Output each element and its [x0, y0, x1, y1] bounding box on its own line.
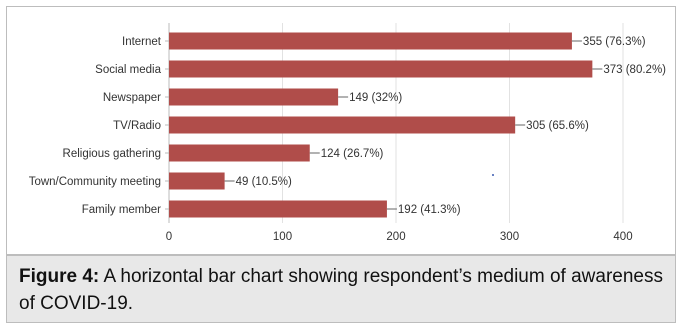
category-label: Family member	[82, 204, 161, 216]
bar	[169, 60, 593, 78]
value-label: 149 (32%)	[349, 92, 402, 104]
category-label: Newspaper	[103, 92, 161, 104]
caption-label: Figure 4:	[19, 266, 100, 287]
bar	[169, 32, 572, 50]
category-label: Internet	[122, 36, 162, 48]
value-label: 49 (10.5%)	[236, 176, 292, 188]
category-label: Social media	[95, 64, 161, 76]
x-tick-label: 0	[166, 231, 172, 243]
chart-panel: 0 100 200 300 400 Internet 355 (76.3%) Social m…	[6, 6, 676, 255]
value-label: 373 (80.2%)	[603, 64, 666, 76]
value-label: 192 (41.3%)	[398, 204, 461, 216]
value-label: 305 (65.6%)	[526, 120, 589, 132]
x-tick-label: 400	[613, 231, 632, 243]
caption-text: A horizontal bar chart showing responden…	[19, 266, 663, 314]
bar	[169, 116, 516, 134]
x-tick-label: 300	[500, 231, 519, 243]
bar-chart: 0 100 200 300 400 Internet 355 (76.3%) Social m…	[29, 23, 666, 243]
bar	[169, 200, 387, 218]
bar	[169, 172, 225, 190]
value-label: 355 (76.3%)	[583, 36, 646, 48]
x-tick-label: 100	[273, 231, 292, 243]
category-label: TV/Radio	[113, 120, 161, 132]
stray-dot	[492, 174, 494, 176]
x-tick-label: 200	[386, 231, 405, 243]
figure-caption: Figure 4: A horizontal bar chart showing…	[6, 255, 676, 323]
bar	[169, 88, 339, 106]
category-label: Town/Community meeting	[29, 176, 161, 188]
category-label: Religious gathering	[63, 148, 161, 160]
bar	[169, 144, 310, 162]
value-label: 124 (26.7%)	[321, 148, 384, 160]
